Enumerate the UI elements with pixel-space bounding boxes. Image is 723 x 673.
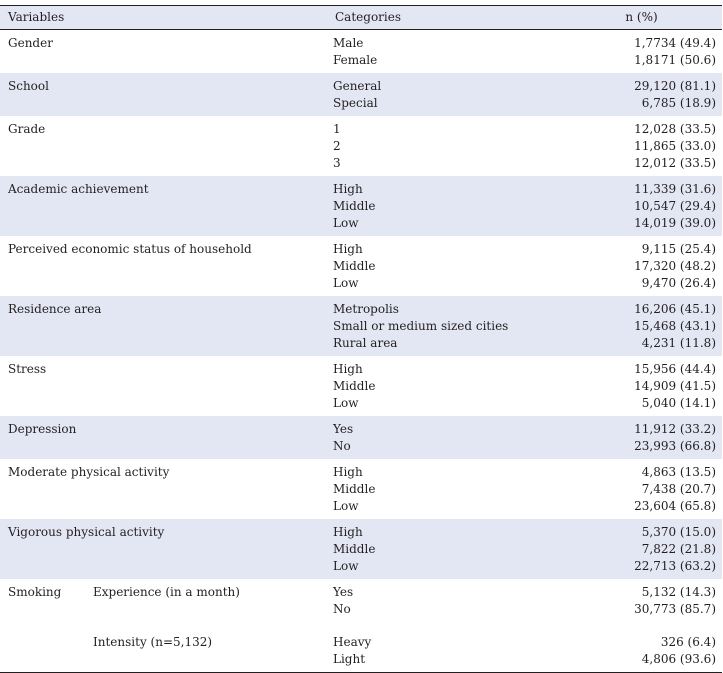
count-value: 7,438 (20.7) [641, 482, 716, 496]
sub-variable-label: Experience (in a month) [93, 585, 240, 599]
table-header-row: Variables Categories n (%) [0, 5, 722, 30]
variable-label: Perceived economic status of household [8, 242, 252, 256]
count-value: 7,822 (21.8) [641, 542, 716, 556]
count-value: 15,468 (43.1) [634, 319, 716, 333]
category-label: Male [333, 36, 364, 50]
variable-label: Residence area [8, 302, 102, 316]
table-row: Intensity (n=5,132) Heavy Light 326 (6.4… [0, 622, 722, 673]
category-label: Heavy [333, 635, 372, 649]
variable-label: Moderate physical activity [8, 465, 170, 479]
category-label: General [333, 79, 382, 93]
table-row: Residence area Metropolis Small or mediu… [0, 296, 722, 356]
count-value: 14,909 (41.5) [634, 379, 716, 393]
count-value: 22,713 (63.2) [634, 559, 716, 573]
count-value: 29,120 (81.1) [634, 79, 716, 93]
count-value: 10,547 (29.4) [634, 199, 716, 213]
category-label: Special [333, 96, 378, 110]
category-label: No [333, 602, 351, 616]
table-row: Smoking Experience (in a month) Yes No 5… [0, 579, 722, 622]
category-label: Light [333, 652, 366, 666]
count-value: 23,993 (66.8) [634, 439, 716, 453]
count-value: 1,7734 (49.4) [634, 36, 716, 50]
category-label: Low [333, 559, 359, 573]
count-value: 5,132 (14.3) [641, 585, 716, 599]
variable-label: Smoking [8, 585, 62, 599]
sub-variable-label: Intensity (n=5,132) [93, 635, 213, 649]
category-label: Female [333, 53, 378, 67]
table-container: Variables Categories n (%) Gender Male F… [0, 5, 722, 673]
count-value: 1,8171 (50.6) [634, 53, 716, 67]
category-label: Low [333, 216, 359, 230]
category-label: High [333, 525, 363, 539]
category-label: High [333, 362, 363, 376]
table-row: Stress High Middle Low 15,956 (44.4) 14,… [0, 356, 722, 416]
count-value: 14,019 (39.0) [634, 216, 716, 230]
count-value: 12,012 (33.5) [634, 156, 716, 170]
category-label: Middle [333, 542, 376, 556]
category-label: Middle [333, 259, 376, 273]
table-row: Gender Male Female 1,7734 (49.4) 1,8171 … [0, 30, 722, 74]
count-value: 17,320 (48.2) [634, 259, 716, 273]
count-value: 11,912 (33.2) [634, 422, 716, 436]
characteristics-table: Variables Categories n (%) Gender Male F… [0, 5, 722, 673]
count-value: 11,339 (31.6) [634, 182, 716, 196]
variable-label: Gender [8, 36, 53, 50]
variable-label: Academic achievement [8, 182, 149, 196]
count-value: 16,206 (45.1) [634, 302, 716, 316]
category-label: 2 [333, 139, 341, 153]
count-value: 4,806 (93.6) [641, 652, 716, 666]
category-label: Low [333, 276, 359, 290]
category-label: Yes [333, 585, 354, 599]
category-label: Small or medium sized cities [333, 319, 509, 333]
category-label: High [333, 182, 363, 196]
category-label: Metropolis [333, 302, 399, 316]
table-row: Moderate physical activity High Middle L… [0, 459, 722, 519]
count-value: 326 (6.4) [660, 635, 716, 649]
header-variables: Variables [8, 10, 65, 24]
variable-label: School [8, 79, 49, 93]
category-label: Low [333, 396, 359, 410]
category-label: Middle [333, 379, 376, 393]
table-row: School General Special 29,120 (81.1) 6,7… [0, 73, 722, 116]
count-value: 9,470 (26.4) [641, 276, 716, 290]
variable-label: Grade [8, 122, 46, 136]
table-row: Depression Yes No 11,912 (33.2) 23,993 (… [0, 416, 722, 459]
category-label: High [333, 465, 363, 479]
count-value: 30,773 (85.7) [634, 602, 716, 616]
count-value: 5,040 (14.1) [641, 396, 716, 410]
header-categories: Categories [335, 10, 401, 24]
category-label: 1 [333, 122, 341, 136]
table-row: Academic achievement High Middle Low 11,… [0, 176, 722, 236]
category-label: No [333, 439, 351, 453]
category-label: Low [333, 499, 359, 513]
count-value: 6,785 (18.9) [641, 96, 716, 110]
table-row: Grade 1 2 3 12,028 (33.5) 11,865 (33.0) … [0, 116, 722, 176]
count-value: 12,028 (33.5) [634, 122, 716, 136]
count-value: 15,956 (44.4) [634, 362, 716, 376]
count-value: 4,863 (13.5) [641, 465, 716, 479]
header-n-percent: n (%) [625, 10, 658, 24]
category-label: Yes [333, 422, 354, 436]
count-value: 4,231 (11.8) [641, 336, 716, 350]
category-label: Rural area [333, 336, 398, 350]
count-value: 5,370 (15.0) [641, 525, 716, 539]
variable-label: Depression [8, 422, 77, 436]
variable-label: Vigorous physical activity [8, 525, 165, 539]
count-value: 11,865 (33.0) [634, 139, 716, 153]
table-row: Vigorous physical activity High Middle L… [0, 519, 722, 579]
category-label: Middle [333, 482, 376, 496]
category-label: High [333, 242, 363, 256]
category-label: Middle [333, 199, 376, 213]
variable-label: Stress [8, 362, 47, 376]
count-value: 9,115 (25.4) [641, 242, 716, 256]
category-label: 3 [333, 156, 341, 170]
table-row: Perceived economic status of household H… [0, 236, 722, 296]
count-value: 23,604 (65.8) [634, 499, 716, 513]
